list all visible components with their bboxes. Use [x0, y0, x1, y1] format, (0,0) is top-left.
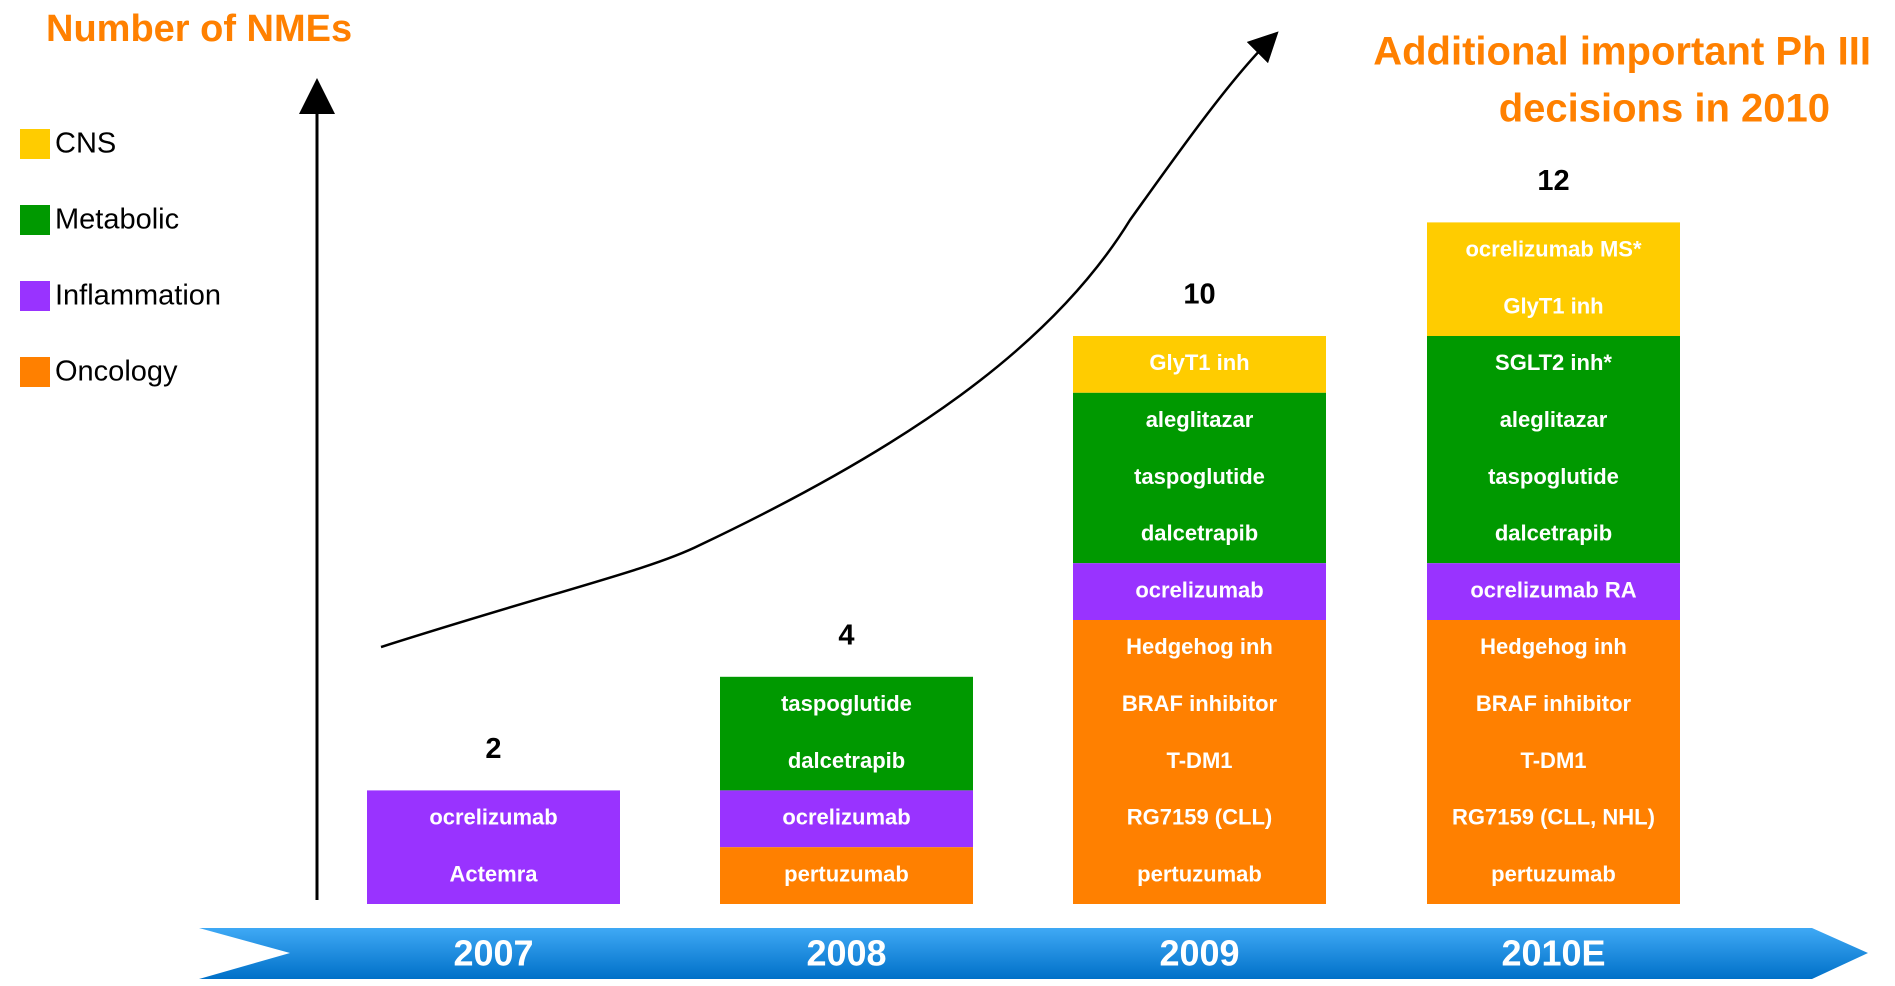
column-total: 2 — [485, 733, 501, 765]
item-label: taspoglutide — [1488, 464, 1619, 489]
segment — [367, 790, 620, 904]
item-label: RG7159 (CLL, NHL) — [1452, 805, 1655, 830]
item-label: aleglitazar — [1146, 407, 1254, 432]
timeline — [199, 928, 1868, 979]
year-label: 2007 — [453, 933, 533, 974]
item-label: RG7159 (CLL) — [1127, 805, 1272, 830]
legend-label: Oncology — [55, 356, 178, 388]
segment — [1073, 620, 1326, 904]
item-label: taspoglutide — [1134, 464, 1265, 489]
item-label: ocrelizumab MS* — [1465, 237, 1641, 262]
segment — [1073, 563, 1326, 620]
year-label: 2009 — [1159, 933, 1239, 974]
segment — [1427, 563, 1680, 620]
item-label: BRAF inhibitor — [1476, 691, 1632, 716]
trend-arrow — [380, 31, 1279, 649]
item-label: GlyT1 inh — [1149, 350, 1249, 375]
legend-swatch — [20, 281, 50, 311]
column-total: 12 — [1537, 165, 1569, 197]
annotation: decisions in 2010 — [1499, 87, 1830, 131]
legend-swatch — [20, 357, 50, 387]
segment — [1427, 222, 1680, 336]
item-label: Hedgehog inh — [1126, 634, 1273, 659]
annotation: Additional important Ph III — [1373, 30, 1871, 74]
item-label: dalcetrapib — [1495, 521, 1612, 546]
year-label: 2008 — [806, 933, 886, 974]
item-label: BRAF inhibitor — [1122, 691, 1278, 716]
legend-label: Inflammation — [55, 280, 221, 312]
item-label: ocrelizumab — [782, 805, 910, 830]
item-label: dalcetrapib — [1141, 521, 1258, 546]
segment — [1427, 620, 1680, 904]
item-label: pertuzumab — [784, 861, 909, 886]
segment — [1073, 392, 1326, 564]
item-label: aleglitazar — [1500, 407, 1608, 432]
year-label: 2010E — [1501, 933, 1605, 974]
item-label: taspoglutide — [781, 691, 912, 716]
column-total: 10 — [1183, 279, 1215, 311]
item-label: T-DM1 — [1167, 748, 1233, 773]
item-label: ocrelizumab — [1135, 577, 1263, 602]
title: Number of NMEs — [46, 8, 352, 50]
legend-label: Metabolic — [55, 204, 179, 236]
item-label: GlyT1 inh — [1503, 293, 1603, 318]
legend-swatch — [20, 129, 50, 159]
segment — [1427, 336, 1680, 564]
segment — [1073, 336, 1326, 393]
segment — [720, 847, 973, 904]
item-label: ocrelizumab RA — [1470, 577, 1636, 602]
legend-swatch — [20, 205, 50, 235]
item-label: dalcetrapib — [788, 748, 905, 773]
item-label: T-DM1 — [1521, 748, 1587, 773]
item-label: Hedgehog inh — [1480, 634, 1627, 659]
segment — [720, 790, 973, 848]
column-total: 4 — [838, 619, 854, 651]
segment — [720, 676, 973, 791]
item-label: pertuzumab — [1491, 861, 1616, 886]
item-label: pertuzumab — [1137, 861, 1262, 886]
legend-label: CNS — [55, 128, 116, 160]
item-label: ocrelizumab — [429, 805, 557, 830]
item-label: SGLT2 inh* — [1495, 350, 1612, 375]
item-label: Actemra — [449, 861, 538, 886]
